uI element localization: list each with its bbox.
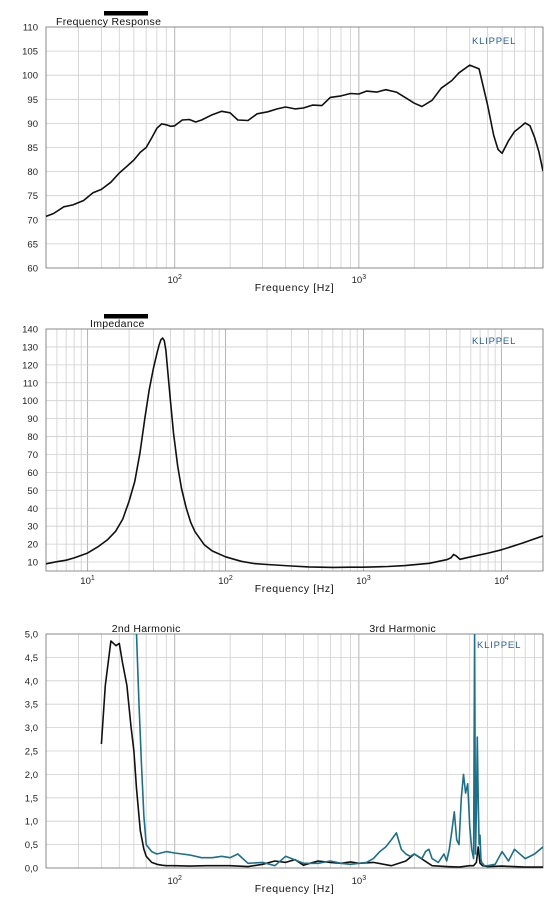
series-line xyxy=(46,337,543,569)
series-line xyxy=(135,634,543,867)
y-tick-label: 0,0 xyxy=(25,864,38,875)
y-tick-label: 140 xyxy=(22,325,38,336)
brand-label: KLIPPEL xyxy=(472,36,516,47)
y-tick-label: 70 xyxy=(27,450,38,461)
y-tick-label: 130 xyxy=(22,342,38,353)
y-tick-label: 4,5 xyxy=(25,653,38,664)
plot-frame xyxy=(45,328,544,572)
x-axis-label: Frequency [Hz] xyxy=(255,883,335,895)
x-tick-label: 103 xyxy=(352,875,367,887)
y-tick-label: 5,0 xyxy=(25,630,38,641)
x-tick-label: 103 xyxy=(356,575,371,587)
y-tick-label: 1,5 xyxy=(25,793,38,804)
y-tick-label: 85 xyxy=(27,143,38,154)
title-bar xyxy=(104,11,148,16)
y-tick-label: 110 xyxy=(23,23,38,34)
y-tick-label: 60 xyxy=(27,468,38,479)
y-tick-label: 20 xyxy=(27,540,38,551)
title-bar xyxy=(104,314,148,319)
x-axis-label: Frequency [Hz] xyxy=(255,583,335,595)
y-tick-label: 2,0 xyxy=(25,770,38,781)
x-tick-label: 104 xyxy=(494,575,509,587)
series-line xyxy=(46,64,543,218)
y-tick-label: 95 xyxy=(27,95,38,106)
x-tick-label: 101 xyxy=(80,575,95,587)
y-tick-label: 120 xyxy=(22,360,38,371)
plot-frame xyxy=(45,633,544,869)
y-tick-label: 100 xyxy=(22,71,38,82)
y-tick-label: 3,5 xyxy=(25,700,38,711)
y-tick-label: 90 xyxy=(27,119,38,130)
chart-title: Frequency Response xyxy=(56,16,161,28)
series-annotation: 3rd Harmonic xyxy=(369,623,436,635)
x-tick-label: 102 xyxy=(218,575,233,587)
brand-label: KLIPPEL xyxy=(477,640,521,651)
x-tick-label: 103 xyxy=(352,274,367,286)
x-tick-label: 102 xyxy=(167,274,182,286)
y-tick-label: 80 xyxy=(27,432,38,443)
plot-frame xyxy=(45,26,544,269)
frequency-response-chart: 60 65 70 75 80 85 90 95 100 105 110 102 103 Frequency… xyxy=(22,11,544,294)
brand-label: KLIPPEL xyxy=(472,336,516,347)
impedance-chart: 10 20 30 40 50 60 70 80 90 100 110 120 130 140 101 102 1… xyxy=(22,314,544,595)
y-tick-label: 75 xyxy=(27,191,38,202)
y-tick-label: 110 xyxy=(23,378,38,389)
y-tick-label: 70 xyxy=(27,215,38,226)
x-tick-label: 102 xyxy=(167,875,182,887)
series-line xyxy=(100,640,543,868)
y-tick-label: 3,0 xyxy=(25,723,38,734)
y-tick-label: 10 xyxy=(27,558,38,569)
y-tick-label: 30 xyxy=(27,522,38,533)
series-annotation: 2nd Harmonic xyxy=(112,623,181,635)
y-tick-label: 2,5 xyxy=(25,747,38,758)
y-tick-label: 105 xyxy=(22,47,38,58)
y-tick-label: 90 xyxy=(27,414,38,425)
y-tick-label: 60 xyxy=(27,264,38,275)
y-tick-label: 65 xyxy=(27,239,38,250)
y-tick-label: 40 xyxy=(27,504,38,515)
y-tick-label: 100 xyxy=(22,396,38,407)
y-tick-label: 80 xyxy=(27,167,38,178)
y-tick-label: 1,0 xyxy=(25,817,38,828)
harmonic-distortion-chart: 0,0 0,5 1,0 1,5 2,0 2,5 3,0 3,5 4,0 4,5 5,0 102 103 F… xyxy=(25,623,544,895)
y-tick-label: 0,5 xyxy=(25,840,38,851)
y-tick-label: 50 xyxy=(27,486,38,497)
chart-title: Impedance xyxy=(90,318,145,330)
x-axis-label: Frequency [Hz] xyxy=(255,282,335,294)
y-tick-label: 4,0 xyxy=(25,676,38,687)
